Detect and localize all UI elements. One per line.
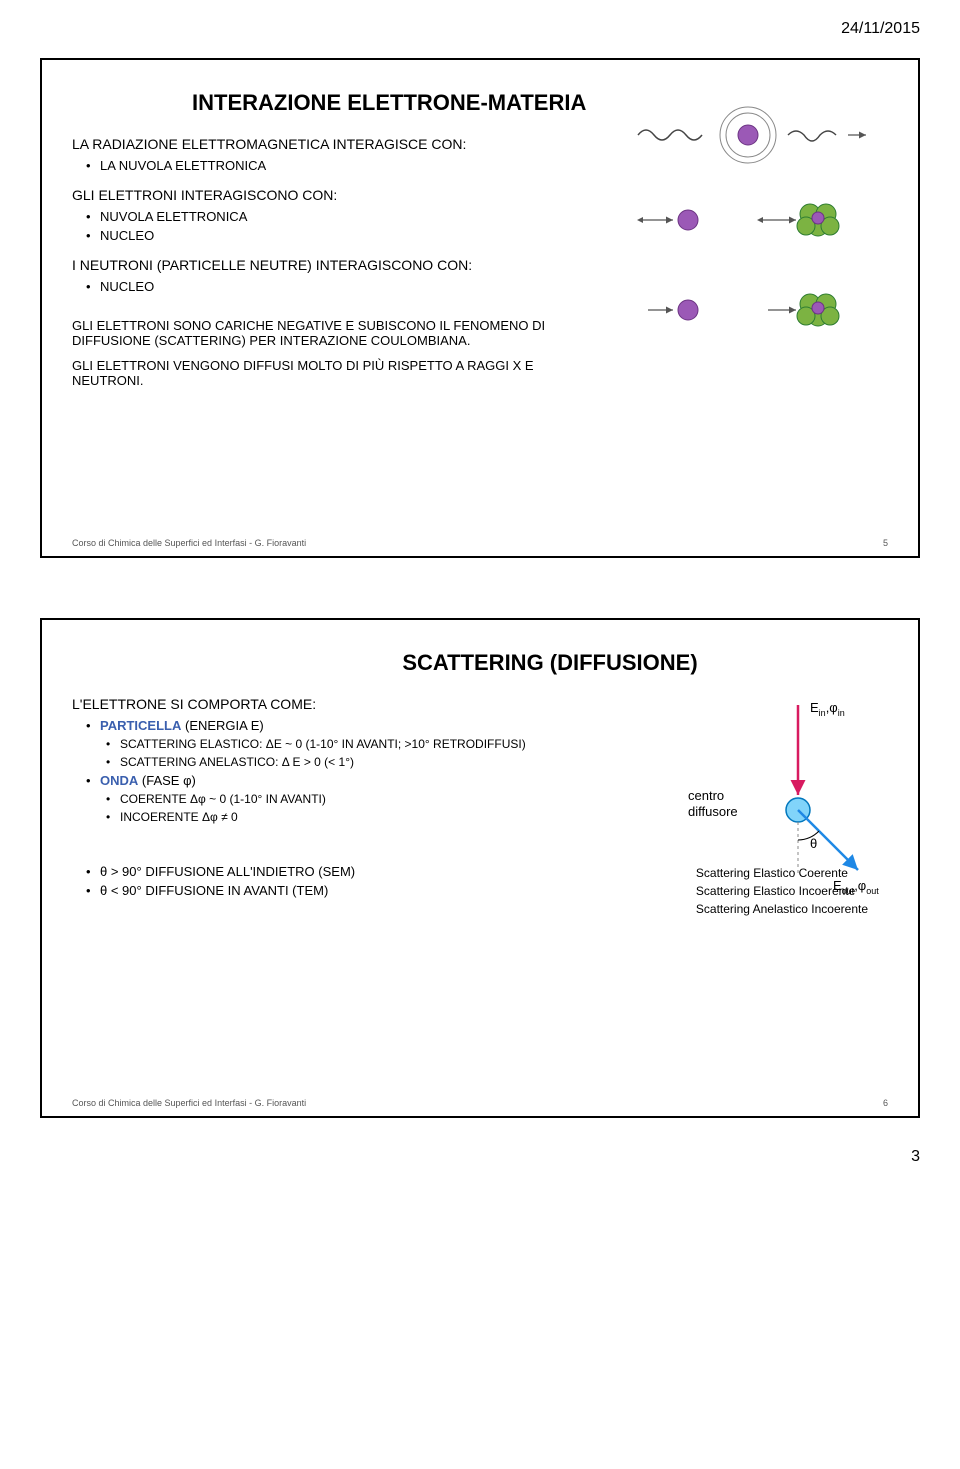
diffusore-label: diffusore [688, 804, 738, 819]
particella-rest: (ENERGIA E) [181, 718, 263, 733]
centro-label: centro [688, 788, 724, 803]
footer-page: 5 [883, 538, 888, 548]
slide2-title: SCATTERING (DIFFUSIONE) [212, 650, 888, 676]
slide1-footer: Corso di Chimica delle Superfici ed Inte… [72, 538, 888, 548]
eout-label: E [833, 878, 842, 893]
page-number: 3 [40, 1148, 920, 1166]
slide1-h2-list: NUVOLA ELETTRONICA NUCLEO [72, 209, 592, 243]
list-item: NUVOLA ELETTRONICA [72, 209, 592, 224]
particella-label: PARTICELLA [100, 718, 181, 733]
slide-2: SCATTERING (DIFFUSIONE) L'ELETTRONE SI C… [40, 618, 920, 1118]
slide1-h3: I NEUTRONI (PARTICELLE NEUTRE) INTERAGIS… [72, 257, 592, 273]
slide1-h2: GLI ELETTRONI INTERAGISCONO CON: [72, 187, 592, 203]
footer-page: 6 [883, 1098, 888, 1108]
theta-label: θ [810, 836, 817, 851]
list-item: NUCLEO [72, 228, 592, 243]
ein-label: E [810, 700, 819, 715]
type-item: Scattering Anelastico Incoerente [696, 900, 868, 918]
footer-text: Corso di Chimica delle Superfici ed Inte… [72, 538, 306, 548]
list-item: θ < 90° DIFFUSIONE IN AVANTI (TEM) [72, 883, 355, 898]
slide2-footer: Corso di Chimica delle Superfici ed Inte… [72, 1098, 888, 1108]
footer-text: Corso di Chimica delle Superfici ed Inte… [72, 1098, 306, 1108]
onda-label: ONDA [100, 773, 138, 788]
theta-list: θ > 90° DIFFUSIONE ALL'INDIETRO (SEM) θ … [72, 864, 355, 902]
slide1-para1: GLI ELETTRONI SONO CARICHE NEGATIVE E SU… [72, 318, 592, 348]
list-item: NUCLEO [72, 279, 592, 294]
slide1-h3-list: NUCLEO [72, 279, 592, 294]
svg-text:Eout,φout: Eout,φout [833, 878, 879, 896]
svg-text:Ein,φin: Ein,φin [810, 700, 845, 718]
slide1-para2: GLI ELETTRONI VENGONO DIFFUSI MOLTO DI P… [72, 358, 592, 388]
list-item: θ > 90° DIFFUSIONE ALL'INDIETRO (SEM) [72, 864, 355, 879]
list-item: LA NUVOLA ELETTRONICA [72, 158, 592, 173]
slide-1: INTERAZIONE ELETTRONE-MATERIA LA RADIAZI… [40, 58, 920, 558]
scattering-diagram: Ein,φin centro diffusore θ Eout,φout [678, 700, 878, 900]
slide1-h1-list: LA NUVOLA ELETTRONICA [72, 158, 592, 173]
onda-rest: (FASE φ) [138, 773, 196, 788]
page-date: 24/11/2015 [40, 20, 920, 38]
interaction-diagram [618, 100, 878, 380]
slide1-h1: LA RADIAZIONE ELETTROMAGNETICA INTERAGIS… [72, 136, 592, 152]
